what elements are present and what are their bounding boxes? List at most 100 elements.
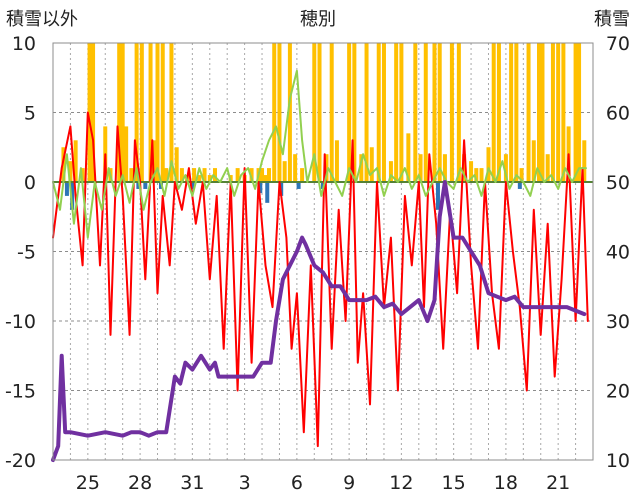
snowfall-bar: [526, 43, 531, 182]
y-left-tick-label: -5: [17, 242, 36, 264]
snowfall-bar: [418, 154, 423, 182]
snowfall-bar: [213, 168, 217, 182]
x-tick-label: 31: [180, 472, 204, 494]
snowfall-bar: [399, 43, 404, 182]
precipitation-bar: [517, 182, 522, 189]
y-left-tick-label: -10: [5, 311, 36, 333]
precipitation-bar: [64, 182, 69, 196]
snowfall-bar: [148, 43, 153, 182]
snowfall-bar: [124, 126, 129, 182]
y-right-tick-label: 40: [606, 242, 630, 264]
snowfall-bar: [469, 161, 474, 182]
snowfall-bar: [235, 168, 240, 182]
x-tick-label: 15: [442, 472, 466, 494]
precipitation-bar: [136, 182, 141, 189]
snowfall-bar: [561, 43, 566, 182]
snowfall-bar: [197, 175, 202, 182]
precipitation-bar: [143, 182, 148, 189]
y-right-tick-label: 50: [606, 172, 630, 194]
snowfall-bar: [139, 43, 144, 182]
x-tick-label: 3: [239, 472, 251, 494]
temperature-line: [52, 111, 589, 448]
snowfall-bar: [582, 140, 587, 182]
x-tick-label: 25: [76, 472, 100, 494]
precipitation-bar: [296, 182, 301, 189]
snowfall-bar: [388, 161, 393, 182]
snowfall-bar: [334, 140, 339, 182]
snowfall-bar: [432, 43, 437, 182]
snowfall-bar: [406, 133, 411, 182]
x-tick-label: 18: [494, 472, 518, 494]
snowfall-bar: [207, 175, 212, 182]
snowfall-bar: [486, 147, 491, 182]
snowfall-bar: [437, 43, 442, 182]
snowfall-bar: [277, 43, 282, 182]
precipitation-bar: [265, 182, 270, 203]
snowfall-bar: [152, 140, 157, 182]
snowfall-bar: [134, 43, 139, 182]
snowfall-bar: [80, 168, 85, 182]
snowfall-bar: [556, 43, 561, 182]
y-left-tick-label: 0: [24, 172, 36, 194]
snowfall-bar: [537, 43, 541, 182]
right-axis-label: 積雪: [594, 9, 630, 30]
snowfall-bar: [514, 43, 519, 182]
x-tick-label: 12: [389, 472, 413, 494]
snowfall-bar: [317, 43, 322, 182]
chart-title: 穂別: [300, 9, 336, 30]
y-right-tick-label: 60: [606, 103, 630, 125]
snowfall-bar: [120, 43, 125, 182]
snowfall-bar: [503, 154, 508, 182]
snowfall-bar: [272, 43, 277, 182]
snowfall-bar: [509, 43, 514, 182]
left-axis-label: 積雪以外: [6, 9, 78, 30]
snowfall-bar: [164, 168, 169, 182]
snowfall-bar: [260, 168, 265, 182]
snowfall-bar: [442, 154, 447, 182]
snowfall-bar: [462, 154, 467, 182]
snowfall-bar: [293, 154, 298, 182]
snowfall-bar: [479, 168, 484, 182]
snowfall-bar: [68, 161, 73, 182]
snowfall-bar: [376, 43, 381, 182]
snowfall-bar: [87, 43, 92, 182]
y-right-tick-label: 10: [606, 450, 630, 472]
snowfall-bar: [359, 154, 364, 182]
snowfall-bar: [381, 43, 386, 182]
snowfall-bar: [531, 140, 536, 182]
snowfall-bar: [496, 43, 501, 182]
snowfall-bar: [394, 43, 399, 182]
y-left-tick-label: 10: [12, 33, 36, 55]
plot-frame: [52, 42, 594, 461]
y-left-tick-label: 5: [24, 103, 36, 125]
y-left-tick-label: -15: [5, 381, 36, 403]
snowfall-bar: [267, 168, 271, 182]
y-right-tick-label: 30: [606, 311, 630, 333]
snowfall-bar: [192, 168, 197, 182]
line-layer: [51, 69, 593, 462]
x-tick-label: 28: [128, 472, 152, 494]
x-tick-label: 6: [291, 472, 303, 494]
snowfall-bar: [423, 43, 428, 182]
y-right-tick-label: 20: [606, 381, 630, 403]
snowfall-bar: [545, 154, 550, 182]
snowfall-bar: [160, 43, 165, 182]
snowfall-bar: [61, 147, 66, 182]
snowfall-bar: [179, 168, 184, 182]
snowfall-bar: [369, 147, 374, 182]
snowfall-bar: [347, 43, 352, 182]
snowfall-bar: [73, 140, 78, 182]
snowfall-bar: [312, 43, 317, 182]
snowfall-bar: [352, 43, 357, 182]
snowfall-bar: [249, 168, 254, 182]
snowfall-bar: [519, 168, 524, 182]
snowfall-bar: [169, 43, 174, 182]
wind-line: [52, 69, 587, 239]
snowfall-bar: [117, 43, 122, 182]
snowfall-bar: [573, 43, 578, 182]
precipitation-bar: [435, 182, 440, 210]
snowfall-bar: [174, 147, 179, 182]
snowfall-bar: [155, 43, 160, 182]
